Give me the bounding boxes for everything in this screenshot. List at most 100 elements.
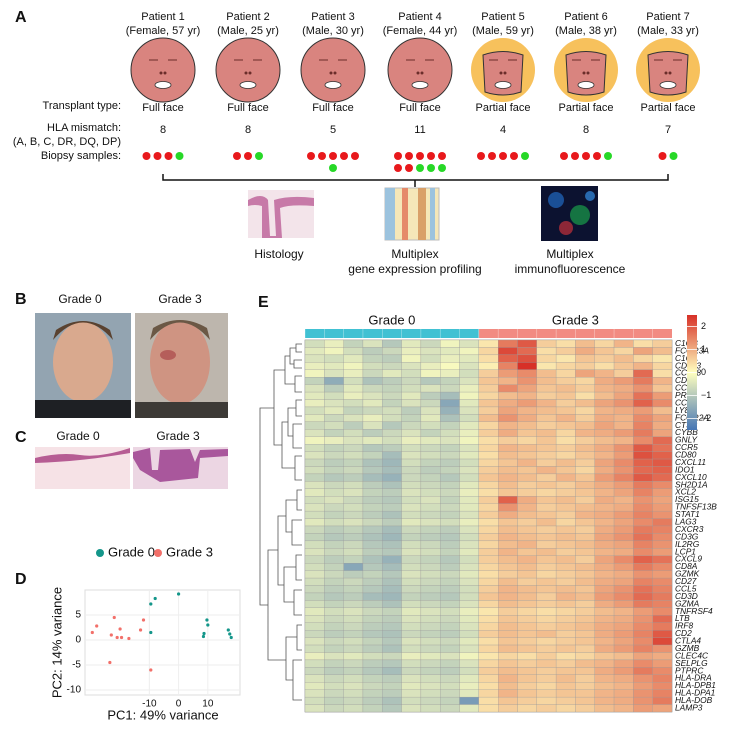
gene-label: GZMK [675,569,700,579]
heatmap-cell [594,630,615,638]
heatmap-cell [613,391,634,400]
hla-mismatch: 11 [414,124,425,136]
heatmap-cell [633,421,653,430]
biopsy-dot [329,164,337,172]
heatmap-cell [459,481,479,489]
heatmap-cell [401,607,422,616]
hla-mismatch: 8 [160,124,166,136]
face-icon [300,37,366,103]
heatmap-cell [420,659,441,668]
heatmap-cell [343,399,364,408]
heatmap-cell [536,421,557,430]
heatmap-cell [304,659,325,668]
heatmap-cell [575,563,595,571]
heatmap-cell [633,347,653,356]
row-label: (A, B, C, DR, DQ, DP) [13,136,121,148]
heatmap-cell [498,414,518,422]
face-graft [647,51,689,96]
heatmap-cell [324,607,344,616]
heatmap-cell [304,362,325,370]
heatmap-cell [420,667,441,675]
heatmap-cell [440,659,460,668]
heatmap-cell [517,644,537,653]
gene-label: CD53 [675,375,697,385]
heatmap-cell [440,533,460,542]
heatmap-cell [420,399,441,408]
heatmap-cell [324,444,344,452]
heatmap-cell [536,369,557,378]
scatter-point [115,635,119,640]
heatmap-cell [401,667,422,675]
heatmap-cell [440,436,460,445]
panel-label: B [15,291,27,308]
heatmap-cell [324,630,344,638]
heatmap-cell [498,362,518,370]
heatmap-cell [362,540,383,549]
heatmap-cell [633,540,653,549]
heatmap-cell [594,339,615,348]
heatmap-cell [517,481,537,489]
heatmap-cell [440,451,460,460]
heatmap-cell [304,577,325,586]
heatmap-cell [575,362,595,370]
patient-name: Patient 2 [226,11,269,23]
heatmap-cell [517,458,537,467]
heatmap-cell [498,592,518,601]
heatmap-cell [498,615,518,623]
heatmap-cell [652,607,673,616]
heatmap-cell [536,414,557,422]
heatmap-cell [420,652,441,661]
heatmap-cell [343,339,364,348]
heatmap-cell [401,652,422,661]
face-nose [159,71,163,75]
heatmap-cell [613,518,634,527]
heatmap-cell [594,659,615,668]
heatmap-cell [304,689,325,698]
face-icon [130,37,196,103]
heatmap-cell [652,615,673,623]
heatmap-cell [401,354,422,363]
heatmap-cell [498,354,518,363]
heatmap-cell [382,458,402,467]
heatmap-cell [613,421,634,430]
heatmap-cell [652,563,673,571]
heatmap-cell [536,630,557,638]
legend-marker [96,549,104,557]
heatmap-cell [555,644,576,653]
heatmap-cell [324,436,344,445]
heatmap-cell [633,533,653,542]
heatmap-cell [536,503,557,512]
heatmap-cell [498,570,518,579]
heatmap-cell [594,637,615,646]
heatmap-cell [401,384,422,393]
heatmap-cell [594,600,615,608]
heatmap-cell [401,414,422,422]
face-mouth [577,81,595,89]
heatmap-cell [304,600,325,608]
heatmap-cell [420,585,441,594]
heatmap-cell [459,548,479,556]
heatmap-cell [594,704,615,713]
face-mouth [324,81,342,89]
heatmap-cell [401,674,422,683]
heatmap-cell [536,644,557,653]
heatmap-cell [594,510,615,519]
heatmap-cell [536,354,557,363]
heatmap-cell [594,622,615,631]
heatmap-cell [343,622,364,631]
heatmap-cell [382,592,402,601]
heatmap-cell [555,548,576,556]
heatmap-cell [652,451,673,460]
heatmap-cell [382,473,402,482]
heatmap-cell [304,644,325,653]
heatmap-cell [536,555,557,564]
heatmap-cell [498,652,518,661]
gene-label: TNFSF13B [675,502,717,512]
colorbar-tick-label: 0 [701,367,706,377]
heatmap-cell [517,354,537,363]
face-outline [130,37,196,103]
heatmap-cell [652,421,673,430]
heatmap-cell [555,630,576,638]
heatmap-cell [613,555,634,564]
heatmap-cell [420,414,441,422]
